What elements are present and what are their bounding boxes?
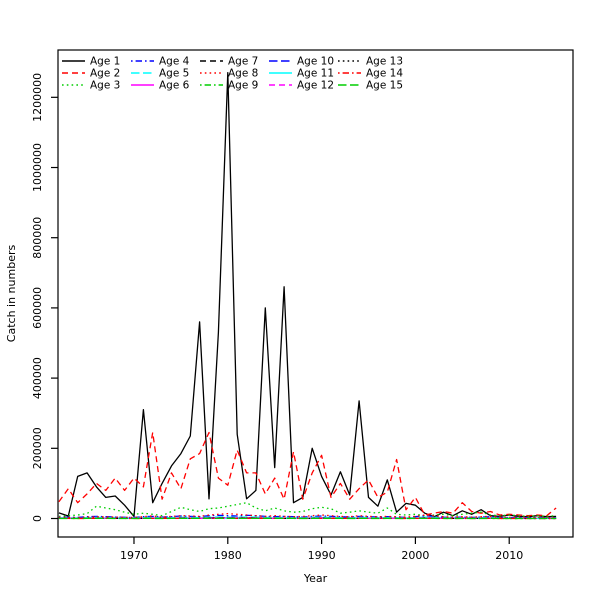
legend-label-age-1: Age 1 [90,56,120,68]
series-line-age-2 [58,431,557,517]
legend-label-age-11: Age 11 [297,68,334,80]
legend-label-age-7: Age 7 [228,56,258,68]
x-axis-title: Year [303,572,328,585]
series-line-age-3 [58,502,557,518]
y-axis-tick-label: 200000 [31,427,44,469]
series-line-age-1 [58,72,557,518]
legend-label-age-3: Age 3 [90,80,120,92]
legend-label-age-4: Age 4 [159,56,190,68]
y-axis-title: Catch in numbers [5,245,18,343]
y-axis-tick-label: 1000000 [31,143,44,192]
legend-label-age-13: Age 13 [366,56,403,68]
x-axis-tick-label: 2000 [401,549,429,562]
y-axis-tick-label: 1200000 [31,73,44,122]
legend-label-age-9: Age 9 [228,80,258,92]
legend-label-age-15: Age 15 [366,80,403,92]
plot-box [57,49,574,538]
y-axis-tick-label: 800000 [31,217,44,259]
series-line-age-8 [58,512,557,519]
legend-label-age-14: Age 14 [366,68,403,80]
y-axis-tick-label: 600000 [31,287,44,329]
x-axis-tick-label: 1970 [120,549,148,562]
legend-label-age-10: Age 10 [297,56,334,68]
legend-label-age-12: Age 12 [297,80,334,92]
legend-label-age-6: Age 6 [159,80,190,92]
y-axis-tick-label: 0 [31,515,44,522]
x-axis-tick-label: 1990 [308,549,336,562]
legend-label-age-2: Age 2 [90,68,120,80]
x-axis-tick-label: 2010 [495,549,523,562]
y-axis-tick-label: 400000 [31,357,44,399]
legend-label-age-5: Age 5 [159,68,189,80]
x-axis-tick-label: 1980 [214,549,242,562]
legend-label-age-8: Age 8 [228,68,258,80]
